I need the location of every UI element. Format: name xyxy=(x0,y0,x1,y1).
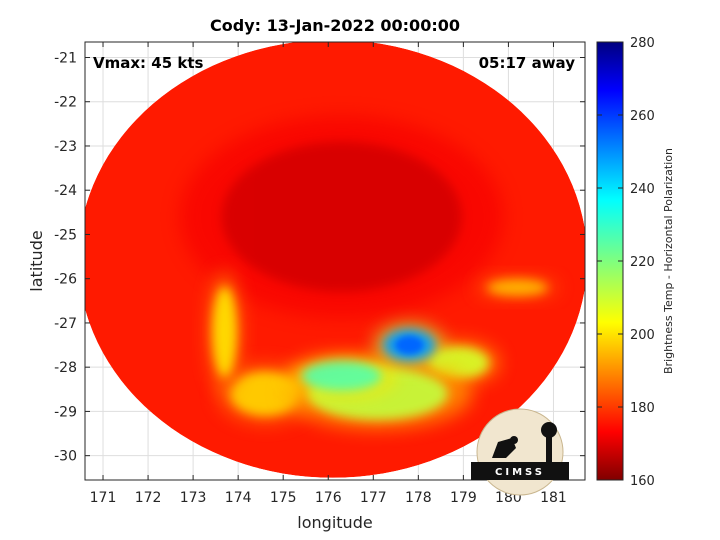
satellite-dish-icon xyxy=(492,438,516,458)
colorbar-tick-label: 200 xyxy=(630,328,655,343)
feature-warm-band-center xyxy=(287,355,396,397)
water-tower-legs-icon xyxy=(546,436,552,462)
time-offset-annotation: 05:17 away xyxy=(479,54,576,72)
x-tick-label: 173 xyxy=(180,490,207,506)
logo-banner xyxy=(471,462,569,480)
feature-rain-arm-west xyxy=(208,271,241,393)
x-tick-label: 176 xyxy=(315,490,342,506)
y-tick-label: -26 xyxy=(54,272,77,288)
x-tick-label: 181 xyxy=(540,490,567,506)
colorbar-tick-label: 160 xyxy=(630,474,655,489)
y-tick-label: -30 xyxy=(54,449,77,465)
y-tick-label: -25 xyxy=(54,227,77,243)
x-tick-label: 178 xyxy=(405,490,432,506)
swath-disc xyxy=(85,42,585,478)
y-axis-ticks: -21 -22 -23 -24 -25 -26 -27 -28 -29 -30 xyxy=(54,50,585,465)
colorbar-tick-label: 240 xyxy=(630,182,655,197)
colorbar-tick-label: 220 xyxy=(630,255,655,270)
y-tick-label: -23 xyxy=(54,139,77,155)
chart-title: Cody: 13-Jan-2022 00:00:00 xyxy=(210,16,460,35)
brightness-temperature-swath xyxy=(85,42,585,478)
feature-cold-core xyxy=(179,115,504,319)
y-tick-label: -21 xyxy=(54,50,77,66)
dish-knob-icon xyxy=(510,436,518,444)
x-tick-label: 172 xyxy=(135,490,162,506)
y-tick-label: -28 xyxy=(54,360,77,376)
x-axis-label: longitude xyxy=(297,513,372,532)
x-axis-ticks: 171 172 173 174 175 176 177 178 179 180 181 xyxy=(90,42,567,506)
logo-lettering: CIMSS xyxy=(495,467,545,478)
x-tick-label: 175 xyxy=(270,490,297,506)
water-tower-tank-icon xyxy=(541,422,557,438)
colorbar-ticks: 160 180 200 220 240 260 280 xyxy=(597,36,655,489)
x-tick-label: 177 xyxy=(360,490,387,506)
feature-east-band xyxy=(476,276,558,299)
x-tick-label: 171 xyxy=(90,490,117,506)
plot-frame xyxy=(84,41,586,481)
y-tick-label: -29 xyxy=(54,404,77,420)
vmax-annotation: Vmax: 45 kts xyxy=(93,54,203,72)
y-tick-label: -22 xyxy=(54,95,77,111)
hot-core-highlight xyxy=(395,336,424,355)
y-tick-label: -24 xyxy=(54,183,77,199)
y-tick-label: -27 xyxy=(54,316,77,332)
x-tick-label: 179 xyxy=(450,490,477,506)
x-tick-label: 174 xyxy=(225,490,252,506)
y-axis-label: latitude xyxy=(27,230,46,291)
colorbar-tick-label: 280 xyxy=(630,36,655,51)
colorbar-label: Brightness Temp - Horizontal Polarizatio… xyxy=(662,148,675,374)
cimss-logo: CIMSS xyxy=(471,408,569,496)
colorbar-tick-label: 260 xyxy=(630,109,655,124)
colorbar-tick-label: 180 xyxy=(630,401,655,416)
